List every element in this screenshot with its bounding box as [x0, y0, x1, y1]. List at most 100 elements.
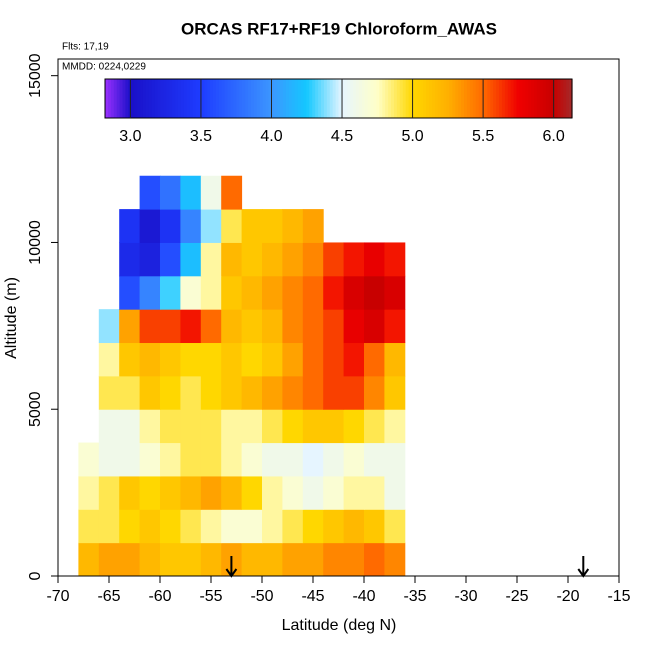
- colorbar-swatch: [125, 79, 129, 118]
- heat-cell: [180, 475, 202, 510]
- colorbar-swatch: [458, 79, 462, 118]
- colorbar-swatch: [163, 79, 167, 118]
- heat-cell: [384, 409, 406, 444]
- heat-cell: [323, 275, 345, 310]
- colorbar-swatch: [391, 79, 395, 118]
- heat-cell: [119, 275, 141, 310]
- heat-cell: [364, 242, 385, 277]
- heat-cell: [78, 442, 100, 477]
- colorbar-swatch: [177, 79, 182, 118]
- colorbar-tick-label: 6.0: [543, 128, 565, 145]
- colorbar-swatch: [464, 79, 468, 118]
- heat-cell: [119, 442, 141, 477]
- heat-cell: [323, 375, 345, 410]
- heat-cell: [98, 375, 120, 410]
- heat-cell: [98, 442, 120, 477]
- colorbar-swatch: [116, 79, 121, 118]
- heat-cell: [343, 242, 365, 277]
- heat-cell: [160, 375, 181, 410]
- heat-cell: [180, 442, 202, 477]
- heat-cell: [364, 409, 385, 444]
- heat-cell: [221, 209, 243, 243]
- heat-cell: [241, 442, 263, 477]
- colorbar-swatch: [361, 79, 366, 118]
- heat-cell: [139, 475, 161, 510]
- heat-cell: [343, 275, 365, 310]
- colorbar-swatch: [356, 79, 360, 118]
- colorbar-swatch: [198, 79, 202, 118]
- colorbar-swatch: [233, 79, 237, 118]
- heat-cell: [241, 309, 263, 344]
- heat-cell: [160, 509, 181, 544]
- colorbar-swatch: [248, 79, 252, 118]
- heat-cell: [343, 342, 365, 377]
- heat-cell: [364, 309, 385, 344]
- colorbar-swatch: [405, 79, 410, 118]
- colorbar-swatch: [271, 79, 275, 118]
- colorbar-swatch: [318, 79, 322, 118]
- colorbar-swatch: [195, 79, 199, 118]
- heat-cell: [262, 542, 283, 577]
- heat-cell: [241, 275, 263, 310]
- heat-cell: [221, 509, 243, 544]
- x-tick-label: -70: [46, 588, 69, 605]
- heat-cell: [302, 309, 324, 344]
- x-tick-label: -40: [352, 588, 375, 605]
- colorbar-swatch: [516, 79, 521, 118]
- colorbar-swatch: [417, 79, 421, 118]
- x-tick-label: -65: [97, 588, 120, 605]
- colorbar-swatch: [151, 79, 156, 118]
- heat-cell: [160, 342, 181, 377]
- x-tick-label: -50: [250, 588, 273, 605]
- heat-cell: [302, 209, 324, 243]
- colorbar-swatch: [253, 79, 258, 118]
- heat-cell: [302, 275, 324, 310]
- x-tick-label: -30: [454, 588, 477, 605]
- x-tick-label: -15: [607, 588, 630, 605]
- colorbar-tick-label: 3.5: [190, 128, 212, 145]
- colorbar-swatch: [423, 79, 427, 118]
- heat-cell: [200, 475, 222, 510]
- heat-cell: [302, 442, 324, 477]
- colorbar-swatch: [426, 79, 430, 118]
- colorbar-swatch: [347, 79, 351, 118]
- colorbar-tick-label: 5.0: [401, 128, 423, 145]
- colorbar-swatch: [294, 79, 299, 118]
- colorbar-swatch: [142, 79, 147, 118]
- heat-cell: [139, 509, 161, 544]
- heat-cell: [262, 275, 283, 310]
- heat-cell: [343, 475, 365, 510]
- colorbar-swatch: [452, 79, 456, 118]
- plot-frame: [57, 58, 620, 577]
- colorbar-swatch: [353, 79, 357, 118]
- colorbar-swatch: [487, 79, 491, 118]
- y-tick-label: 5000: [27, 391, 44, 427]
- colorbar-swatch: [513, 79, 518, 118]
- colorbar-swatch: [370, 79, 375, 118]
- colorbar-swatch: [183, 79, 188, 118]
- colorbar-swatch: [175, 79, 179, 118]
- heat-cell: [221, 275, 243, 310]
- colorbar-swatch: [563, 79, 567, 118]
- heat-cell: [200, 275, 222, 310]
- colorbar-swatch: [472, 79, 477, 118]
- heat-cell: [139, 309, 161, 344]
- colorbar-swatch: [312, 79, 316, 118]
- heat-cell: [200, 209, 222, 243]
- heat-cell: [262, 509, 283, 544]
- heat-cell: [282, 509, 304, 544]
- heat-cell: [119, 242, 141, 277]
- colorbar-swatch: [373, 79, 378, 118]
- y-tick-label: 0: [27, 571, 44, 580]
- heat-cell: [343, 309, 365, 344]
- colorbar-swatch: [122, 79, 127, 118]
- heat-cell: [221, 375, 243, 410]
- colorbar-swatch: [329, 79, 334, 118]
- colorbar-swatch: [519, 79, 523, 118]
- colorbar-swatch: [382, 79, 386, 118]
- heat-cell: [221, 475, 243, 510]
- colorbar-swatch: [105, 79, 109, 118]
- colorbar-swatch: [210, 79, 214, 118]
- colorbar-swatch: [528, 79, 532, 118]
- colorbar-swatch: [297, 79, 302, 118]
